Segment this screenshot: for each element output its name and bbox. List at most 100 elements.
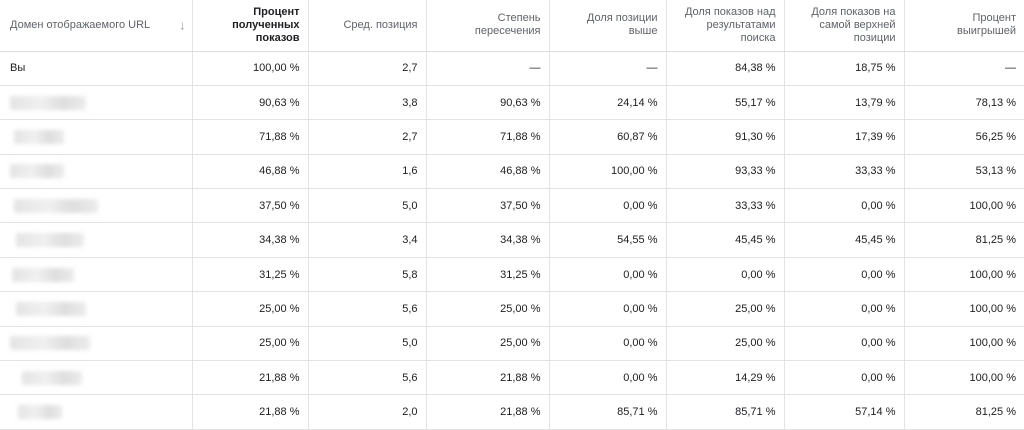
- domain-cell: [0, 291, 193, 327]
- metric-cell: 0,00 %: [784, 291, 905, 327]
- metric-cell: 45,45 %: [784, 222, 905, 258]
- metric-cell: 0,00 %: [549, 188, 667, 224]
- metric-cell: 33,33 %: [666, 188, 785, 224]
- column-header-impression-share[interactable]: Процент полученных показов: [192, 0, 309, 52]
- metric-cell: 37,50 %: [192, 188, 309, 224]
- table-row: 46,88 % 1,6 46,88 % 100,00 % 93,33 % 33,33 % 5…: [0, 154, 1024, 190]
- metric-cell: 45,45 %: [666, 222, 785, 258]
- metric-cell: 85,71 %: [666, 394, 785, 430]
- metric-cell: 55,17 %: [666, 85, 785, 121]
- metric-cell: 5,6: [308, 360, 427, 396]
- column-header-top-of-page-rate[interactable]: Доля показов над результатами поиска: [666, 0, 785, 52]
- metric-cell: 25,00 %: [666, 326, 785, 362]
- column-header-overlap-rate[interactable]: Степень пересечения: [426, 0, 550, 52]
- metric-cell: 100,00 %: [192, 51, 309, 86]
- table-row: 21,88 % 5,6 21,88 % 0,00 % 14,29 % 0,00 % 100,…: [0, 360, 1024, 396]
- metric-cell: 71,88 %: [426, 119, 550, 155]
- column-header-domain[interactable]: Домен отображаемого URL ↓: [0, 0, 193, 52]
- metric-cell: 91,30 %: [666, 119, 785, 155]
- redacted-domain: [12, 267, 74, 282]
- metric-cell: 13,79 %: [784, 85, 905, 121]
- metric-cell: 53,13 %: [904, 154, 1024, 190]
- metric-cell: 21,88 %: [192, 360, 309, 396]
- metric-cell: 0,00 %: [784, 326, 905, 362]
- metric-cell: 71,88 %: [192, 119, 309, 155]
- domain-cell: [0, 257, 193, 293]
- domain-cell: [0, 222, 193, 258]
- metric-cell: 78,13 %: [904, 85, 1024, 121]
- table-row: 31,25 % 5,8 31,25 % 0,00 % 0,00 % 0,00 % 100,0…: [0, 257, 1024, 293]
- metric-cell: 90,63 %: [426, 85, 550, 121]
- metric-cell: 21,88 %: [426, 360, 550, 396]
- metric-cell: 93,33 %: [666, 154, 785, 190]
- metric-cell: 100,00 %: [904, 326, 1024, 362]
- redacted-domain: [10, 336, 90, 351]
- metric-cell: 25,00 %: [192, 291, 309, 327]
- metric-cell: 0,00 %: [549, 291, 667, 327]
- metric-cell: 0,00 %: [784, 188, 905, 224]
- metric-cell: 1,6: [308, 154, 427, 190]
- domain-cell: Вы: [0, 51, 193, 86]
- metric-cell: 100,00 %: [904, 360, 1024, 396]
- metric-cell: 5,0: [308, 188, 427, 224]
- metric-cell: 14,29 %: [666, 360, 785, 396]
- column-header-outranking-share[interactable]: Процент выигрышей: [904, 0, 1024, 52]
- redacted-domain: [16, 233, 84, 248]
- metric-cell: 0,00 %: [549, 257, 667, 293]
- metric-cell: 85,71 %: [549, 394, 667, 430]
- metric-cell: 81,25 %: [904, 394, 1024, 430]
- metric-cell: 25,00 %: [426, 291, 550, 327]
- domain-cell: [0, 154, 193, 190]
- metric-cell: 24,14 %: [549, 85, 667, 121]
- table-row: Вы 100,00 % 2,7— —84,38 % 18,75 % —: [0, 51, 1024, 86]
- metric-cell: 5,8: [308, 257, 427, 293]
- metric-cell: 17,39 %: [784, 119, 905, 155]
- table-row: 90,63 % 3,8 90,63 % 24,14 % 55,17 % 13,79 % 78…: [0, 85, 1024, 121]
- metric-cell: 21,88 %: [192, 394, 309, 430]
- metric-cell: 100,00 %: [904, 291, 1024, 327]
- column-header-label: Домен отображаемого URL: [10, 18, 151, 31]
- redacted-domain: [10, 95, 86, 110]
- metric-cell: 25,00 %: [666, 291, 785, 327]
- metric-cell: 31,25 %: [426, 257, 550, 293]
- metric-cell: 21,88 %: [426, 394, 550, 430]
- table-row: 71,88 % 2,7 71,88 % 60,87 % 91,30 % 17,39 % 56…: [0, 119, 1024, 155]
- metric-cell: 100,00 %: [549, 154, 667, 190]
- metric-cell: 2,7: [308, 119, 427, 155]
- metric-cell: 31,25 %: [192, 257, 309, 293]
- metric-cell: 2,0: [308, 394, 427, 430]
- metric-cell: —: [426, 51, 550, 86]
- metric-cell: 0,00 %: [549, 326, 667, 362]
- header-row: Домен отображаемого URL ↓ Процент получе…: [0, 0, 1024, 52]
- metric-cell: 54,55 %: [549, 222, 667, 258]
- metric-cell: 0,00 %: [549, 360, 667, 396]
- arrow-down-icon[interactable]: ↓: [179, 17, 186, 33]
- metric-cell: —: [549, 51, 667, 86]
- domain-cell: [0, 326, 193, 362]
- metric-cell: 100,00 %: [904, 188, 1024, 224]
- column-header-avg-position[interactable]: Сред. позиция: [308, 0, 427, 52]
- metric-cell: 81,25 %: [904, 222, 1024, 258]
- domain-cell: [0, 188, 193, 224]
- metric-cell: 34,38 %: [426, 222, 550, 258]
- column-header-position-above-rate[interactable]: Доля позиции выше: [549, 0, 667, 52]
- redacted-domain: [14, 198, 98, 213]
- metric-cell: 0,00 %: [784, 360, 905, 396]
- metric-cell: 56,25 %: [904, 119, 1024, 155]
- table-row: 37,50 % 5,0 37,50 % 0,00 % 33,33 % 0,00 % 100,…: [0, 188, 1024, 224]
- domain-cell: [0, 85, 193, 121]
- metric-cell: —: [904, 51, 1024, 86]
- domain-cell: [0, 119, 193, 155]
- metric-cell: 57,14 %: [784, 394, 905, 430]
- metric-cell: 60,87 %: [549, 119, 667, 155]
- table-row: 25,00 % 5,0 25,00 % 0,00 % 25,00 % 0,00 % 100,…: [0, 326, 1024, 362]
- metric-cell: 84,38 %: [666, 51, 785, 86]
- metric-cell: 100,00 %: [904, 257, 1024, 293]
- metric-cell: 46,88 %: [426, 154, 550, 190]
- metric-cell: 5,0: [308, 326, 427, 362]
- column-header-abs-top-rate[interactable]: Доля показов на самой верхней позиции: [784, 0, 905, 52]
- metric-cell: 25,00 %: [426, 326, 550, 362]
- domain-cell: [0, 394, 193, 430]
- metric-cell: 3,4: [308, 222, 427, 258]
